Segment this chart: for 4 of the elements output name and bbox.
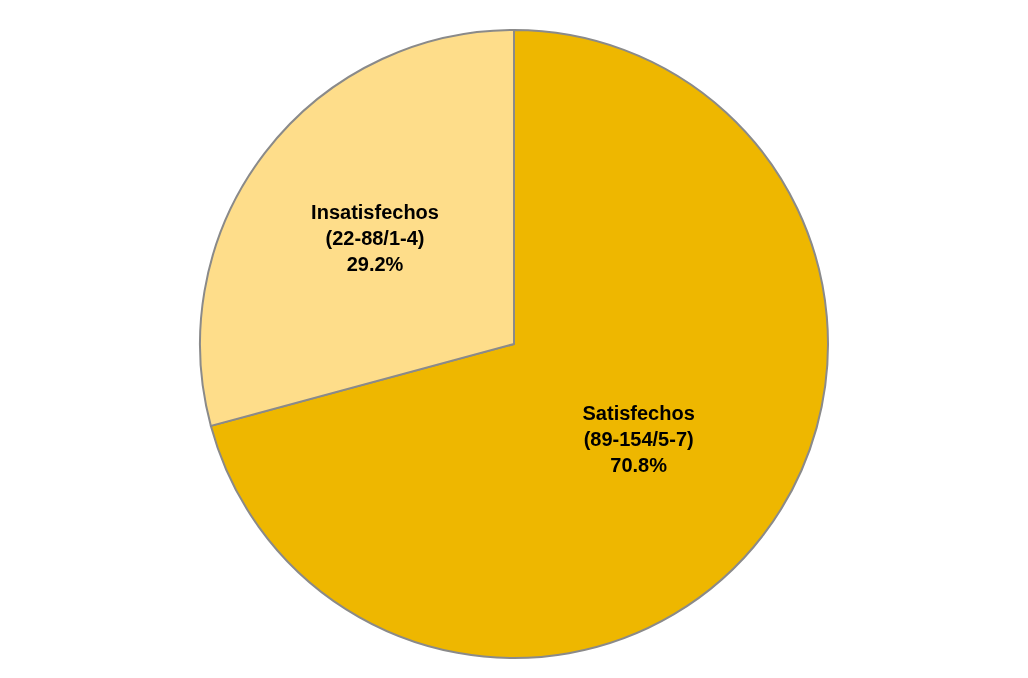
data-label: 70.8% bbox=[610, 454, 668, 477]
slice-label: Insatisfechos (22-88/1-4) bbox=[311, 200, 439, 249]
slice-label: Satisfechos (89-154/5-7) bbox=[582, 402, 695, 451]
data-label: 29.2% bbox=[346, 252, 404, 275]
